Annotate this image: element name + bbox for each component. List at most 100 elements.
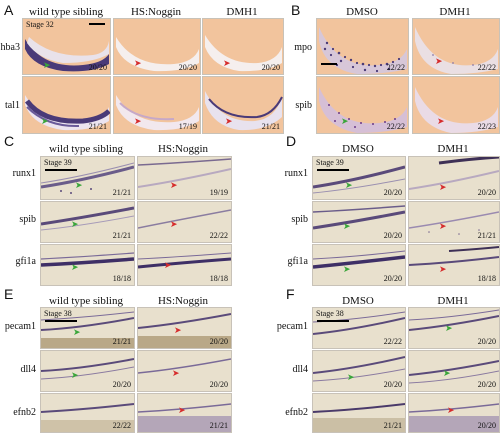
panel-d-label: D bbox=[286, 133, 297, 149]
red-arrow-icon: ➤ bbox=[439, 221, 447, 231]
red-arrow-icon: ➤ bbox=[178, 405, 186, 415]
panel-e-image-1-1: Stage 38 ➤ 21/21 bbox=[40, 307, 135, 349]
scale-bar bbox=[321, 63, 337, 65]
embryo-count: 20/20 bbox=[477, 380, 496, 389]
green-arrow-icon: ➤ bbox=[41, 116, 49, 126]
red-arrow-icon: ➤ bbox=[164, 260, 172, 270]
panel-f-label: F bbox=[286, 286, 295, 302]
red-arrow-icon: ➤ bbox=[170, 219, 178, 229]
panel-e-image-2-1: ➤ 20/20 bbox=[40, 350, 135, 392]
panel-a-image-1-2: ➤ 20/20 bbox=[113, 18, 201, 75]
panel-d-image-2-1: ➤ 20/20 bbox=[312, 201, 406, 243]
panel-c-image-1-1: Stage 39 ➤ 21/21 bbox=[40, 156, 135, 200]
panel-c-image-1-2: ➤ 19/19 bbox=[137, 156, 232, 200]
panel-e-image-3-2: ➤ 21/21 bbox=[137, 393, 232, 433]
red-arrow-icon: ➤ bbox=[174, 325, 182, 335]
green-arrow-icon: ➤ bbox=[347, 372, 355, 382]
embryo-count: 22/23 bbox=[477, 122, 496, 131]
panel-a-col-2: HS:Noggin bbox=[130, 6, 182, 18]
panel-d-image-2-2: ➤ 21/21 bbox=[408, 201, 500, 243]
embryo-count: 21/21 bbox=[261, 122, 280, 131]
stage-label: Stage 32 bbox=[26, 20, 54, 29]
embryo-count: 18/18 bbox=[477, 274, 496, 283]
scale-bar bbox=[89, 23, 105, 25]
embryo-count: 21/21 bbox=[477, 231, 496, 240]
embryo-count: 22/22 bbox=[209, 231, 228, 240]
panel-f-image-3-1: 21/21 bbox=[312, 393, 406, 433]
panel-e-image-2-2: ➤ 20/20 bbox=[137, 350, 232, 392]
green-arrow-icon: ➤ bbox=[71, 370, 79, 380]
panel-c-col-2: HS:Noggin bbox=[157, 143, 209, 155]
panel-d-image-1-1: Stage 39 ➤ 20/20 bbox=[312, 156, 406, 200]
panel-b-image-2-1: ➤ 22/22 bbox=[316, 76, 409, 134]
panel-c-image-2-2: ➤ 22/22 bbox=[137, 201, 232, 243]
stage-label: Stage 39 bbox=[316, 158, 344, 167]
panel-f-row-2-label: dll4 bbox=[292, 364, 308, 375]
panel-e-label: E bbox=[4, 286, 14, 302]
embryo-count: 19/19 bbox=[209, 188, 228, 197]
panel-e-image-1-2: ➤ 20/20 bbox=[137, 307, 232, 349]
red-arrow-icon: ➤ bbox=[435, 56, 443, 66]
panel-d-col-1: DMSO bbox=[342, 143, 374, 155]
green-arrow-icon: ➤ bbox=[345, 180, 353, 190]
panel-f-image-1-1: Stage 38 22/22 bbox=[312, 307, 406, 349]
panel-c-col-1: wild type sibling bbox=[49, 143, 123, 155]
panel-f-row-1-label: pecam1 bbox=[276, 321, 308, 332]
embryo-count: 20/20 bbox=[88, 63, 107, 72]
panel-b-row-1-label: mpo bbox=[294, 42, 312, 53]
panel-a-label: A bbox=[4, 2, 14, 18]
panel-e-image-3-1: 22/22 bbox=[40, 393, 135, 433]
panel-b-image-2-2: ➤ 22/23 bbox=[412, 76, 500, 134]
panel-c-row-3-label: gfi1a bbox=[15, 256, 36, 267]
embryo-count: 22/22 bbox=[383, 337, 402, 346]
panel-e-row-1-label: pecam1 bbox=[4, 321, 36, 332]
panel-d-image-1-2: ➤ 20/20 bbox=[408, 156, 500, 200]
embryo-count: 20/20 bbox=[383, 380, 402, 389]
embryo-count: 21/21 bbox=[112, 231, 131, 240]
panel-a-image-2-3: ➤ 21/21 bbox=[202, 76, 284, 134]
red-arrow-icon: ➤ bbox=[170, 180, 178, 190]
panel-a-image-2-2: ➤ 17/19 bbox=[113, 76, 201, 134]
red-arrow-icon: ➤ bbox=[447, 405, 455, 415]
panel-f-image-1-2: ➤ 20/20 bbox=[408, 307, 500, 349]
green-arrow-icon: ➤ bbox=[73, 327, 81, 337]
embryo-count: 20/20 bbox=[209, 380, 228, 389]
embryo-count: 22/22 bbox=[386, 122, 405, 131]
panel-d-row-2-label: spib bbox=[291, 214, 308, 225]
red-arrow-icon: ➤ bbox=[223, 58, 231, 68]
green-arrow-icon: ➤ bbox=[71, 262, 79, 272]
panel-a-row-1-label: hba3 bbox=[0, 42, 20, 53]
panel-d-image-3-1: ➤ 20/20 bbox=[312, 244, 406, 286]
panel-f-image-2-2: ➤ 20/20 bbox=[408, 350, 500, 392]
red-arrow-icon: ➤ bbox=[134, 116, 142, 126]
embryo-count: 22/22 bbox=[112, 421, 131, 430]
red-arrow-icon: ➤ bbox=[225, 116, 233, 126]
panel-a-row-2-label: tal1 bbox=[5, 100, 20, 111]
panel-b-image-1-1: 22/22 bbox=[316, 18, 409, 75]
embryo-count: 18/18 bbox=[112, 274, 131, 283]
panel-c-label: C bbox=[4, 133, 15, 149]
red-arrow-icon: ➤ bbox=[134, 58, 142, 68]
embryo-count: 21/21 bbox=[88, 122, 107, 131]
panel-e-col-2: HS:Noggin bbox=[157, 295, 209, 307]
panel-a-col-3: DMH1 bbox=[226, 6, 258, 18]
embryo-count: 18/18 bbox=[209, 274, 228, 283]
panel-b-col-2: DMH1 bbox=[439, 6, 471, 18]
embryo-count: 20/20 bbox=[209, 337, 228, 346]
panel-d-row-1-label: runx1 bbox=[284, 168, 308, 179]
stage-label: Stage 38 bbox=[44, 309, 72, 318]
embryo-count: 20/20 bbox=[383, 188, 402, 197]
embryo-count: 20/20 bbox=[261, 63, 280, 72]
embryo-count: 22/22 bbox=[477, 63, 496, 72]
panel-a-image-1-1: Stage 32 ➤ 20/20 bbox=[22, 18, 111, 75]
green-arrow-icon: ➤ bbox=[443, 368, 451, 378]
green-arrow-icon: ➤ bbox=[71, 219, 79, 229]
panel-a-image-2-1: ➤ 21/21 bbox=[22, 76, 111, 134]
scale-bar bbox=[317, 320, 349, 322]
scale-bar bbox=[45, 320, 77, 322]
panel-e-col-1: wild type sibling bbox=[49, 295, 123, 307]
green-arrow-icon: ➤ bbox=[343, 264, 351, 274]
panel-b-label: B bbox=[291, 2, 301, 18]
red-arrow-icon: ➤ bbox=[172, 368, 180, 378]
scale-bar bbox=[45, 169, 77, 171]
